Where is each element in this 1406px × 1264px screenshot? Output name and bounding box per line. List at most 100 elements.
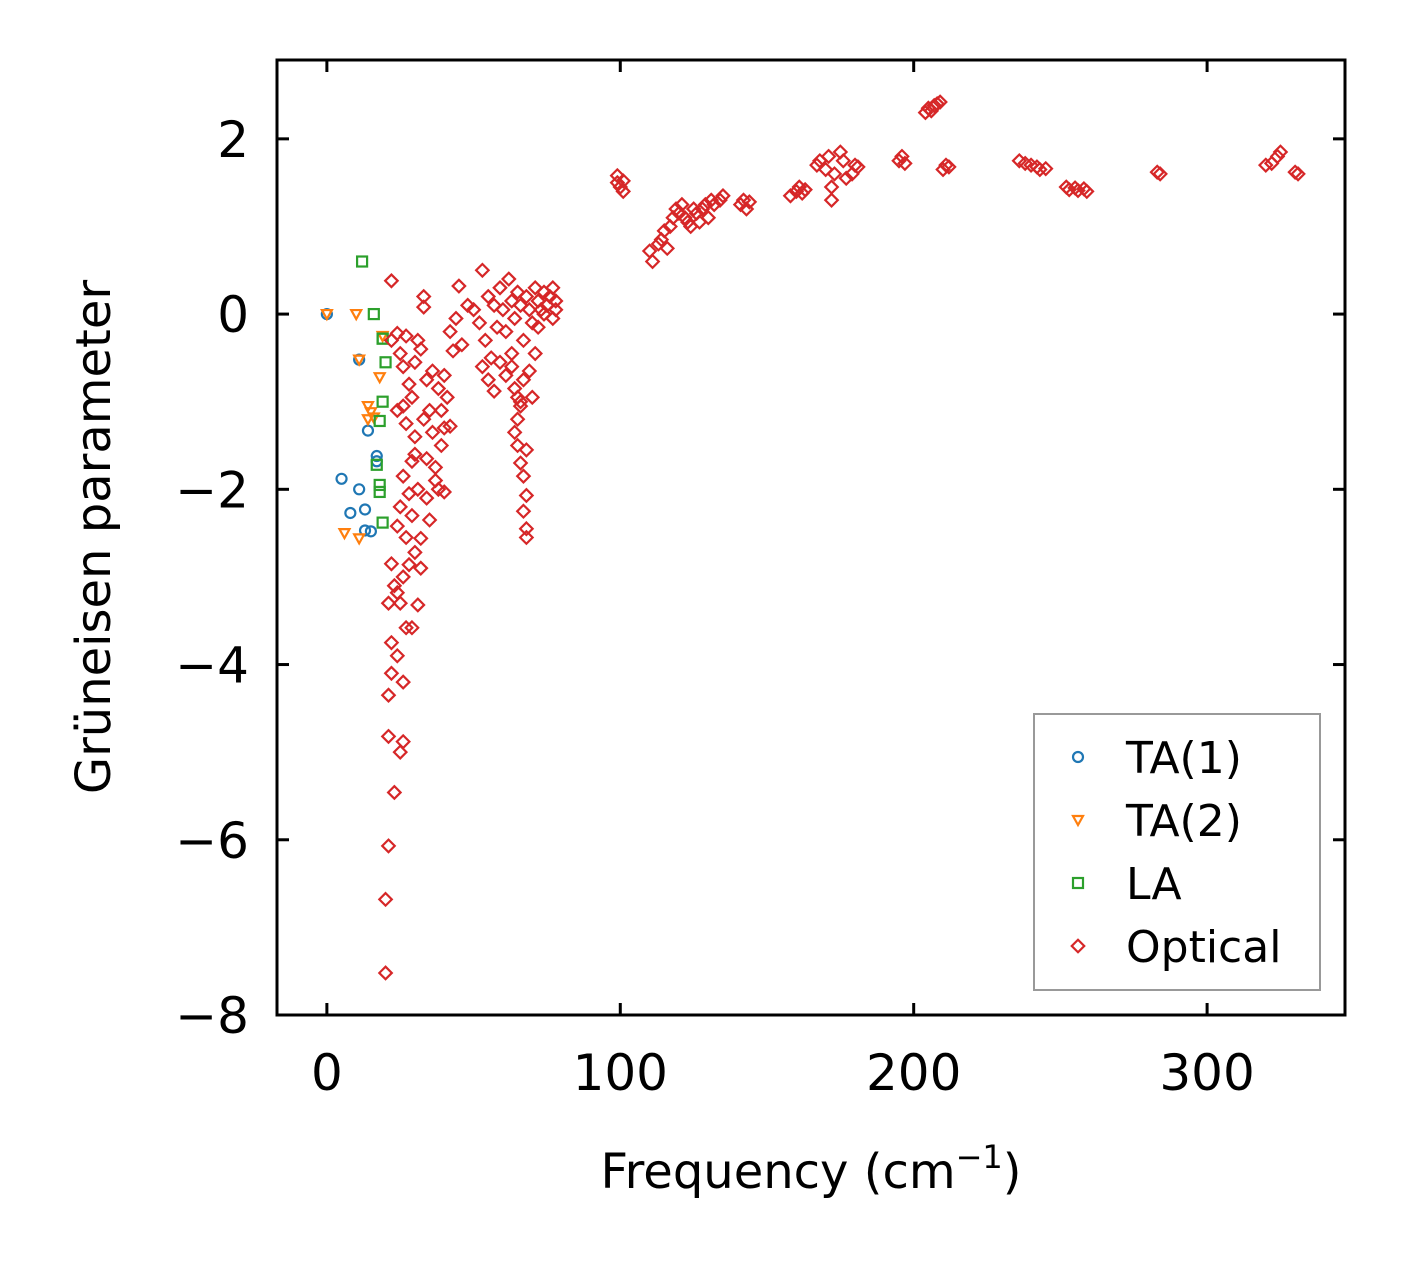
data-point [430,380,447,397]
data-point [536,306,552,322]
data-point [442,323,458,340]
x-tick-label: 100 [573,1044,668,1102]
data-point [835,152,852,169]
legend-item: Optical [1070,922,1281,973]
data-point [674,196,690,213]
data-point [395,569,411,585]
data-point [395,733,411,750]
data-point [715,187,731,204]
data-point [361,424,375,437]
data-point [439,389,455,406]
data-point [518,442,535,458]
data-point [515,468,532,484]
data-point [662,218,678,235]
data-point [495,301,511,318]
data-point [492,279,508,296]
data-point [653,231,670,248]
data-point [352,354,367,367]
data-point [1272,144,1289,160]
data-point [506,310,523,327]
data-point [521,363,538,379]
data-point [418,450,435,467]
data-point [817,161,834,178]
data-point [524,389,541,406]
data-point [1078,183,1095,200]
data-point [410,332,426,349]
data-point [512,297,529,314]
data-point [530,319,546,336]
data-point [352,533,367,546]
data-point [355,255,369,268]
data-point [518,487,535,504]
data-point [383,634,400,651]
data-point [436,420,453,436]
data-point [512,455,529,471]
series-ta-2 [320,308,390,546]
data-point [412,341,429,357]
data-point [1290,166,1306,182]
data-point [656,223,673,239]
data-point [344,506,357,520]
data-point [823,179,840,195]
data-point [404,619,420,636]
data-point [383,665,400,682]
data-point [932,94,948,110]
data-point [471,315,488,331]
data-point [370,449,383,463]
x-tick-label: 200 [866,1044,961,1102]
data-point [436,484,453,500]
data-point [794,185,811,201]
y-tick-label: 2 [217,111,249,169]
data-point [820,148,837,165]
data-point [518,520,535,537]
data-point [527,345,544,362]
data-point [448,310,464,327]
data-point [320,308,334,322]
data-point [380,728,397,745]
data-point [424,363,441,379]
data-point [823,192,840,208]
y-tick-label: −4 [175,637,249,695]
data-point [454,336,470,353]
data-point [412,530,429,547]
data-point [445,343,461,359]
legend-label: TA(2) [1125,796,1242,847]
legend-label: TA(1) [1125,733,1242,784]
data-point [917,104,934,121]
data-point [353,483,366,496]
data-point [433,402,450,419]
data-point [392,499,409,515]
data-point [389,402,406,419]
data-point [377,891,394,908]
data-point [706,196,722,213]
data-point [489,319,505,336]
data-point [395,674,411,690]
data-point [615,173,632,189]
data-point [492,354,508,371]
y-tick-label: −6 [175,812,249,870]
data-point [383,555,400,572]
data-point [480,371,497,388]
data-point [935,161,951,178]
data-point [349,308,364,322]
axis-ticks-layer: 0 100 200 300 −8 −6 −4 −2 0 2 [175,60,1345,1102]
data-point [389,518,406,534]
data-point [373,485,386,499]
data-point [383,272,400,289]
data-point [741,194,758,210]
data-point [659,240,676,257]
data-point [372,372,387,385]
legend: TA(1) TA(2) LA Optical [1033,713,1321,991]
data-point [515,332,532,349]
data-point [1269,148,1286,165]
data-point [486,383,502,399]
data-point [809,157,825,173]
legend-item: TA(1) [1071,733,1242,784]
data-point [401,485,417,502]
data-point [407,354,423,371]
data-point [483,350,499,366]
data-point [451,278,467,294]
data-point [474,262,491,279]
data-point [373,414,386,428]
